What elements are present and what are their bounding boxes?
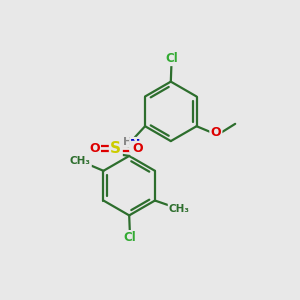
Text: Cl: Cl: [165, 52, 178, 65]
Text: CH₃: CH₃: [169, 204, 190, 214]
Text: O: O: [89, 142, 100, 155]
Text: O: O: [132, 142, 142, 155]
Text: CH₃: CH₃: [70, 156, 91, 166]
Text: Cl: Cl: [123, 231, 136, 244]
Text: S: S: [110, 141, 121, 156]
Text: N: N: [130, 138, 141, 151]
Text: H: H: [123, 137, 133, 147]
Text: O: O: [211, 126, 221, 139]
